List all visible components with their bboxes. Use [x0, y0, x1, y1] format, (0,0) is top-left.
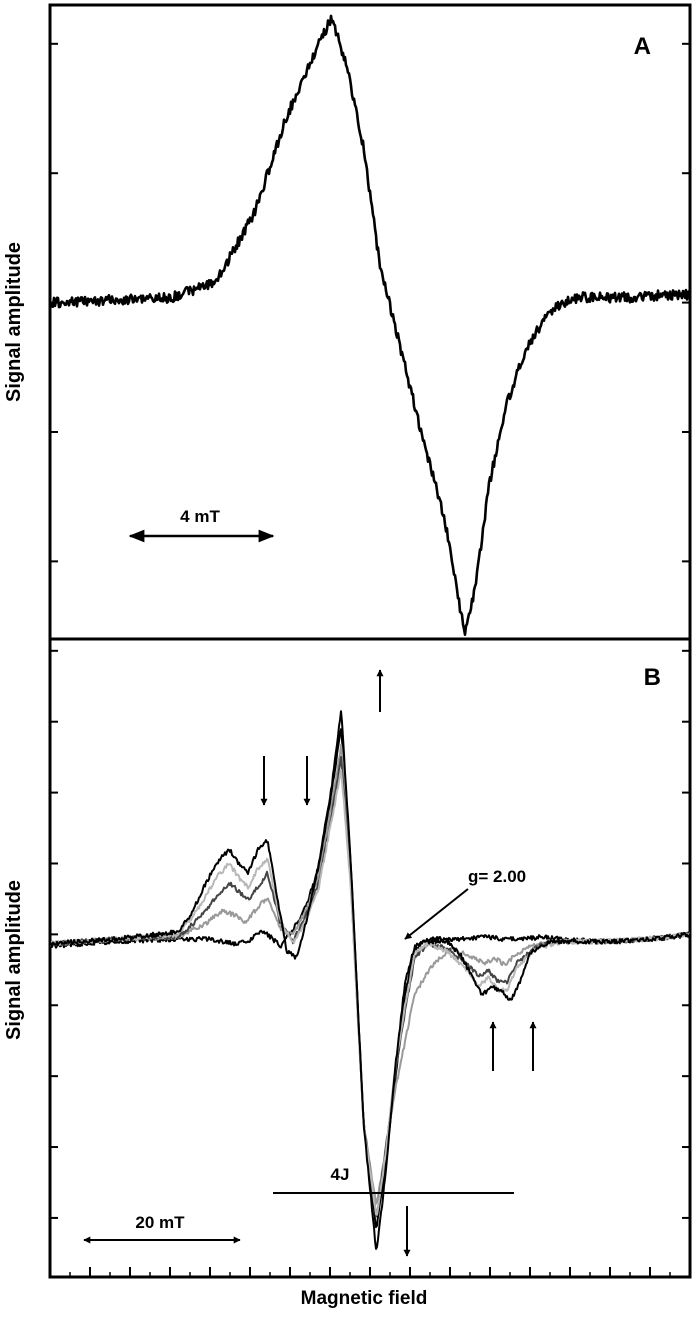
x-axis-label: Magnetic field [301, 1288, 428, 1309]
panel-b-y-axis-label: Signal amplitude [3, 880, 25, 1040]
panel-a-scale-bar-label: 4 mT [180, 507, 220, 526]
g-value-pointer [404, 888, 469, 940]
panel-a-y-ticks [50, 42, 690, 563]
panel-b-series [50, 710, 690, 1250]
panel-a: A 4 mT Signal amplitude [3, 3, 692, 641]
panel-b-label: B [644, 664, 661, 691]
panel-a-label: A [634, 33, 651, 60]
panel-b: B g= 2.00 4J 20 mT Signal amplitude Magn… [3, 637, 692, 1309]
series-line-1 [50, 14, 690, 636]
series-line-2 [50, 743, 690, 1205]
series-line-5 [50, 710, 690, 1250]
panel-b-scale-bar-label: 20 mT [135, 1213, 185, 1232]
series-line-4 [50, 768, 690, 1216]
series-line-3 [50, 756, 690, 1218]
panel-b-axis-ticks [50, 649, 690, 1277]
panel-a-series [50, 14, 690, 636]
panel-a-frame [48, 3, 692, 641]
span-bar-4j-label: 4J [331, 1165, 350, 1184]
g-value-annotation: g= 2.00 [404, 867, 526, 940]
panel-a-y-axis-label: Signal amplitude [3, 242, 25, 402]
span-bar-4j: 4J [273, 1165, 514, 1194]
panel-a-scale-bar: 4 mT [128, 507, 275, 543]
panel-b-scale-bar: 20 mT [83, 1213, 241, 1244]
g-value-label: g= 2.00 [468, 867, 526, 886]
series-line-1 [50, 728, 690, 1229]
